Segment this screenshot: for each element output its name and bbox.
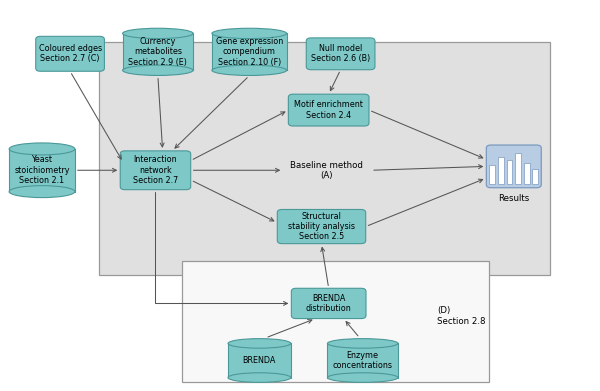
FancyBboxPatch shape: [36, 36, 104, 71]
FancyBboxPatch shape: [277, 210, 365, 244]
Text: Structural
stability analysis
Section 2.5: Structural stability analysis Section 2.…: [288, 212, 355, 242]
Ellipse shape: [228, 373, 291, 382]
Text: (D)
Section 2.8: (D) Section 2.8: [437, 306, 486, 326]
Ellipse shape: [228, 339, 291, 348]
Ellipse shape: [212, 28, 287, 39]
Text: Enzyme
concentrations: Enzyme concentrations: [333, 351, 393, 370]
Text: Gene expression
compendium
Section 2.10 (F): Gene expression compendium Section 2.10 …: [215, 37, 283, 67]
FancyBboxPatch shape: [99, 42, 550, 275]
Ellipse shape: [9, 143, 75, 155]
Ellipse shape: [122, 65, 193, 75]
Ellipse shape: [9, 186, 75, 197]
Text: Results: Results: [498, 194, 529, 203]
Ellipse shape: [328, 339, 398, 348]
FancyBboxPatch shape: [328, 343, 398, 378]
Bar: [524, 163, 530, 184]
Ellipse shape: [122, 28, 193, 39]
Bar: [515, 153, 521, 184]
Text: Yeast
stoichiometry
Section 2.1: Yeast stoichiometry Section 2.1: [14, 155, 70, 185]
Ellipse shape: [328, 373, 398, 382]
Text: Currency
metabolites
Section 2.9 (E): Currency metabolites Section 2.9 (E): [128, 37, 187, 67]
FancyBboxPatch shape: [212, 33, 287, 70]
Text: Interaction
network
Section 2.7: Interaction network Section 2.7: [133, 155, 178, 185]
Bar: [506, 160, 512, 184]
Bar: [532, 169, 538, 184]
FancyBboxPatch shape: [289, 94, 369, 126]
Text: Baseline method
(A): Baseline method (A): [290, 161, 363, 180]
FancyBboxPatch shape: [228, 343, 291, 378]
FancyBboxPatch shape: [182, 262, 490, 382]
Text: Coloured edges
Section 2.7 (C): Coloured edges Section 2.7 (C): [38, 44, 101, 63]
Bar: [490, 165, 495, 184]
FancyBboxPatch shape: [9, 149, 75, 192]
FancyBboxPatch shape: [120, 151, 191, 190]
Bar: [498, 158, 504, 184]
Text: BRENDA
distribution: BRENDA distribution: [306, 294, 352, 313]
FancyBboxPatch shape: [292, 288, 366, 319]
FancyBboxPatch shape: [306, 38, 375, 70]
Ellipse shape: [212, 65, 287, 75]
FancyBboxPatch shape: [122, 33, 193, 70]
Text: BRENDA: BRENDA: [243, 356, 276, 365]
FancyBboxPatch shape: [487, 145, 541, 188]
Text: Motif enrichment
Section 2.4: Motif enrichment Section 2.4: [294, 100, 363, 120]
Text: Null model
Section 2.6 (B): Null model Section 2.6 (B): [311, 44, 370, 63]
